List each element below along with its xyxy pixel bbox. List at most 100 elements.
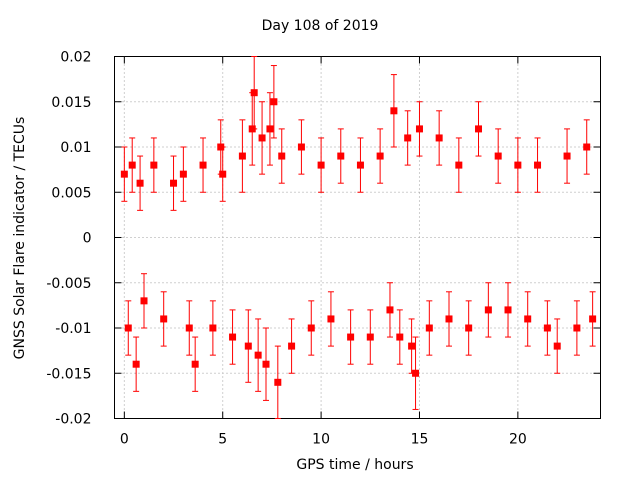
data-point xyxy=(258,101,266,175)
point-marker xyxy=(179,170,187,178)
data-point xyxy=(307,300,315,356)
data-point xyxy=(317,137,325,193)
point-marker xyxy=(589,315,597,323)
point-marker xyxy=(553,342,561,350)
point-marker xyxy=(170,179,178,187)
point-marker xyxy=(445,315,453,323)
data-point xyxy=(465,300,473,356)
data-point xyxy=(191,336,199,392)
point-marker xyxy=(524,315,532,323)
data-point xyxy=(238,119,246,193)
data-point xyxy=(524,291,532,347)
data-point xyxy=(337,128,345,184)
data-point xyxy=(124,300,132,356)
point-marker xyxy=(583,143,591,151)
point-marker xyxy=(258,134,266,142)
data-point xyxy=(250,56,258,130)
data-point xyxy=(494,128,502,184)
data-point xyxy=(455,137,463,193)
y-tick-label: 0 xyxy=(83,231,92,247)
axis-ticks: -0.02 -0.015 -0.01 -0.005 0 0.005 0.01 0.015 0.0… xyxy=(46,50,601,448)
point-marker xyxy=(475,125,483,133)
point-marker xyxy=(412,369,420,377)
point-marker xyxy=(140,297,148,305)
data-point xyxy=(396,309,404,365)
y-tick-label: 0.01 xyxy=(60,140,91,156)
data-point xyxy=(170,155,178,211)
point-marker xyxy=(262,360,270,368)
point-marker xyxy=(191,360,199,368)
data-point xyxy=(297,119,305,175)
point-marker xyxy=(347,333,355,341)
data-point xyxy=(583,119,591,175)
data-point xyxy=(179,146,187,202)
point-marker xyxy=(514,161,522,169)
data-point xyxy=(534,137,542,193)
y-axis-label: GNSS Solar Flare indicator / TECUs xyxy=(12,116,28,360)
data-point xyxy=(278,128,286,184)
point-marker xyxy=(219,170,227,178)
data-points xyxy=(120,56,597,419)
point-marker xyxy=(390,107,398,115)
point-marker xyxy=(136,179,144,187)
point-marker xyxy=(435,134,443,142)
data-point xyxy=(445,291,453,347)
grid-lines xyxy=(114,56,601,419)
x-tick-label: 15 xyxy=(411,432,429,448)
data-point xyxy=(136,155,144,211)
data-point xyxy=(390,74,398,148)
point-marker xyxy=(484,306,492,314)
data-point xyxy=(160,291,168,347)
point-marker xyxy=(425,324,433,332)
data-point xyxy=(128,137,136,193)
point-marker xyxy=(244,342,252,350)
data-point xyxy=(484,282,492,338)
data-point xyxy=(415,101,423,157)
point-marker xyxy=(124,324,132,332)
x-tick-label: 0 xyxy=(120,432,129,448)
data-point xyxy=(386,282,394,338)
data-point xyxy=(514,137,522,193)
point-marker xyxy=(396,333,404,341)
point-marker xyxy=(209,324,217,332)
point-marker xyxy=(307,324,315,332)
data-point xyxy=(270,65,278,139)
data-point xyxy=(132,336,140,392)
point-marker xyxy=(150,161,158,169)
point-marker xyxy=(376,152,384,160)
x-tick-label: 5 xyxy=(218,432,227,448)
point-marker xyxy=(366,333,374,341)
data-point xyxy=(475,101,483,157)
point-marker xyxy=(160,315,168,323)
point-marker xyxy=(238,152,246,160)
data-point xyxy=(150,137,158,193)
data-point xyxy=(185,300,193,356)
data-point xyxy=(266,92,274,166)
y-tick-label: 0.005 xyxy=(51,185,91,201)
data-point xyxy=(573,300,581,356)
point-marker xyxy=(327,315,335,323)
y-tick-label: -0.005 xyxy=(46,276,91,292)
point-marker xyxy=(337,152,345,160)
x-tick-label: 20 xyxy=(509,432,527,448)
point-marker xyxy=(573,324,581,332)
data-point xyxy=(366,309,374,365)
y-tick-label: -0.02 xyxy=(55,412,91,428)
point-marker xyxy=(278,152,286,160)
point-marker xyxy=(404,134,412,142)
data-point xyxy=(553,318,561,374)
point-marker xyxy=(534,161,542,169)
point-marker xyxy=(455,161,463,169)
chart-title: Day 108 of 2019 xyxy=(261,18,379,34)
point-marker xyxy=(563,152,571,160)
data-point xyxy=(244,309,252,383)
point-marker xyxy=(504,306,512,314)
y-tick-label: 0.02 xyxy=(60,50,91,66)
point-marker xyxy=(494,152,502,160)
data-point xyxy=(356,137,364,193)
point-marker xyxy=(356,161,364,169)
x-tick-label: 10 xyxy=(312,432,330,448)
point-marker xyxy=(128,161,136,169)
point-marker xyxy=(297,143,305,151)
